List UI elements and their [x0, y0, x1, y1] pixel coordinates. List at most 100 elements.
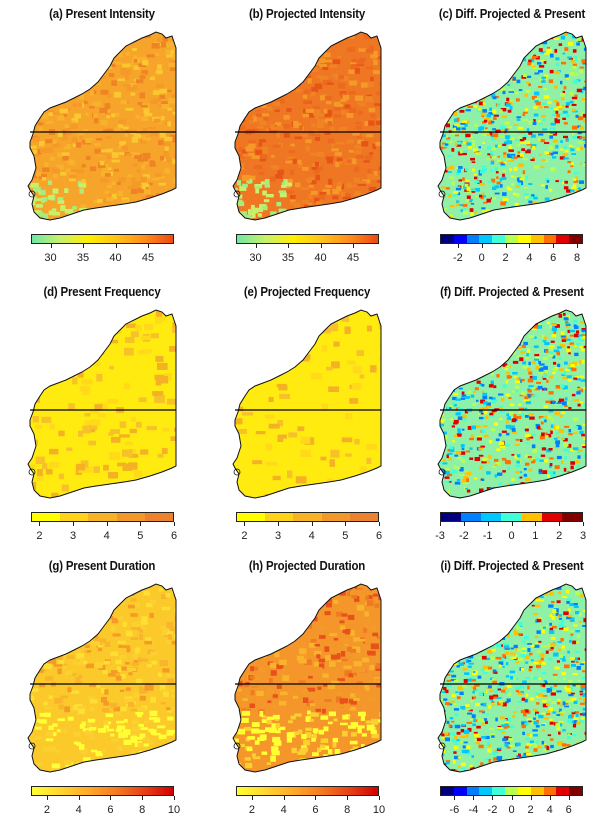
map-cell	[501, 622, 506, 625]
map-cell	[140, 754, 144, 758]
map-cell	[492, 147, 497, 150]
map-cell	[447, 171, 452, 173]
map-cell	[571, 693, 575, 695]
map-cell	[286, 607, 292, 613]
map-cell	[582, 220, 587, 223]
map-cell	[437, 434, 442, 438]
panel-title: (a) Present Intensity	[12, 6, 192, 21]
map-cell	[524, 221, 529, 225]
map-cell	[123, 767, 129, 773]
map-cell	[535, 35, 539, 37]
map-cell	[455, 482, 461, 485]
map-cell	[455, 352, 461, 356]
map-cell	[328, 138, 334, 143]
map-cell	[53, 72, 57, 76]
map-cell	[518, 693, 523, 695]
map-cell	[366, 67, 373, 70]
map-cell	[488, 685, 492, 688]
map-cell	[335, 749, 341, 755]
tick-label: 45	[347, 252, 359, 264]
map-cell	[339, 161, 343, 164]
map-cell	[301, 57, 308, 61]
map-cell	[524, 468, 527, 470]
map-cell	[150, 613, 154, 618]
map-cell	[558, 487, 562, 491]
tick-label: 6	[171, 530, 177, 542]
map-cell	[75, 622, 83, 627]
tick-label: 30	[249, 252, 261, 264]
map-cell	[534, 318, 538, 321]
map-cell	[541, 433, 545, 437]
map-cell	[567, 339, 571, 341]
map-cell	[125, 75, 129, 81]
map-cell	[559, 494, 562, 496]
map-cell	[547, 690, 551, 693]
map-cell	[564, 665, 570, 669]
map-cell	[256, 73, 262, 77]
map-cell	[53, 212, 61, 216]
map-cell	[116, 113, 120, 117]
map-cell	[254, 81, 260, 86]
map-cell	[107, 729, 114, 732]
map-cell	[465, 734, 468, 738]
map-cell	[576, 199, 581, 202]
map-cell	[453, 626, 456, 629]
map-cell	[27, 760, 31, 765]
map-cell	[502, 74, 505, 76]
map-cell	[98, 64, 104, 67]
map-cell	[438, 218, 444, 222]
map-cell	[347, 183, 352, 189]
map-cell	[166, 157, 171, 163]
map-cell	[61, 88, 68, 92]
map-cell	[126, 589, 131, 594]
map-cell	[246, 89, 252, 94]
map-cell	[475, 152, 481, 155]
map-cell	[172, 213, 178, 219]
map-cell	[497, 697, 502, 699]
map-cell	[318, 490, 323, 496]
map-cell	[521, 654, 526, 658]
map-cell	[463, 208, 466, 211]
map-cell	[502, 470, 506, 472]
map-cell	[518, 30, 522, 32]
map-cell	[585, 732, 590, 735]
map-cell	[450, 90, 455, 94]
tick-label: 35	[282, 252, 294, 264]
map-cell	[482, 396, 487, 400]
map-cell	[112, 208, 116, 212]
map-cell	[514, 36, 517, 38]
map-cell	[459, 647, 462, 650]
map-cell	[469, 663, 474, 665]
map-cell	[264, 199, 269, 202]
map-cell	[456, 54, 461, 57]
map-cell	[549, 755, 554, 759]
map-cell	[552, 687, 555, 689]
map-cell	[122, 449, 133, 456]
map-cell	[271, 155, 275, 158]
map-cell	[569, 495, 574, 498]
map-cell	[366, 134, 373, 137]
map-cell	[513, 605, 516, 607]
map-cell	[134, 153, 140, 156]
map-cell	[367, 651, 371, 655]
map-cell	[526, 677, 531, 679]
map-cell	[543, 119, 546, 122]
map-cell	[462, 177, 465, 180]
map-cell	[555, 206, 559, 208]
map-cell	[490, 656, 495, 660]
map-cell	[357, 102, 365, 104]
map-cell	[166, 707, 171, 710]
map-cell	[107, 399, 118, 404]
map-cell	[277, 384, 287, 387]
map-cell	[302, 47, 307, 52]
map-cell	[113, 760, 118, 764]
map-cell	[279, 86, 285, 90]
map-cell	[295, 621, 301, 625]
map-cell	[178, 720, 183, 723]
map-cell	[445, 335, 450, 337]
map-cell	[75, 677, 80, 682]
map-cell	[471, 350, 476, 353]
map-cell	[493, 117, 497, 120]
map-cell	[252, 36, 258, 39]
map-cell	[561, 460, 563, 464]
